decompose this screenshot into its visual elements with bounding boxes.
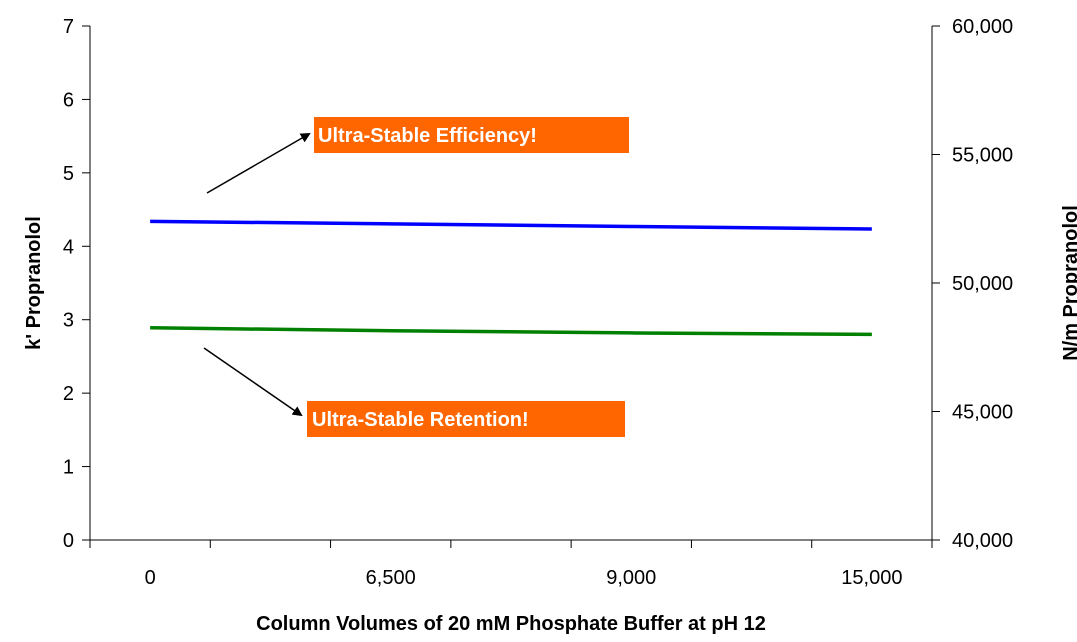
y-left-tick-label: 5 <box>63 163 74 185</box>
retention-callout: Ultra-Stable Retention! <box>203 347 625 437</box>
y-right-tick-label: 55,000 <box>952 145 1013 167</box>
y-left-tick-label: 6 <box>63 89 74 111</box>
efficiency-arrow <box>206 132 311 194</box>
retention-callout-box <box>307 401 625 437</box>
retention-callout-text: Ultra-Stable Retention! <box>312 409 529 431</box>
x-tick-label: 15,000 <box>841 567 902 589</box>
y-left-tick-label: 1 <box>63 457 74 479</box>
y-left-tick-label: 3 <box>63 310 74 332</box>
y-right-tick-label: 50,000 <box>952 273 1013 295</box>
series-line-retention <box>150 326 872 337</box>
y-right-tick-label: 60,000 <box>952 16 1013 38</box>
x-tick-label: 6,500 <box>366 567 416 589</box>
y-left-tick-label: 7 <box>63 16 74 38</box>
efficiency-callout-box <box>314 117 629 153</box>
retention-arrow <box>203 347 303 417</box>
x-tick-label: 9,000 <box>606 567 656 589</box>
efficiency-callout-text: Ultra-Stable Efficiency! <box>318 125 537 147</box>
y-right-tick-label: 40,000 <box>952 530 1013 552</box>
y-axis-right-title: N/m Propranolol <box>1060 205 1077 361</box>
x-tick-label: 0 <box>145 567 156 589</box>
efficiency-callout: Ultra-Stable Efficiency! <box>206 117 629 194</box>
y-left-tick-label: 2 <box>63 383 74 405</box>
x-axis-title: Column Volumes of 20 mM Phosphate Buffer… <box>256 613 766 635</box>
y-right-tick-label: 45,000 <box>952 402 1013 424</box>
y-axis-left-title: k' Propranolol <box>23 216 45 350</box>
y-left-tick-label: 4 <box>63 236 74 258</box>
series-line-efficiency <box>150 219 872 231</box>
y-left-tick-label: 0 <box>63 530 74 552</box>
